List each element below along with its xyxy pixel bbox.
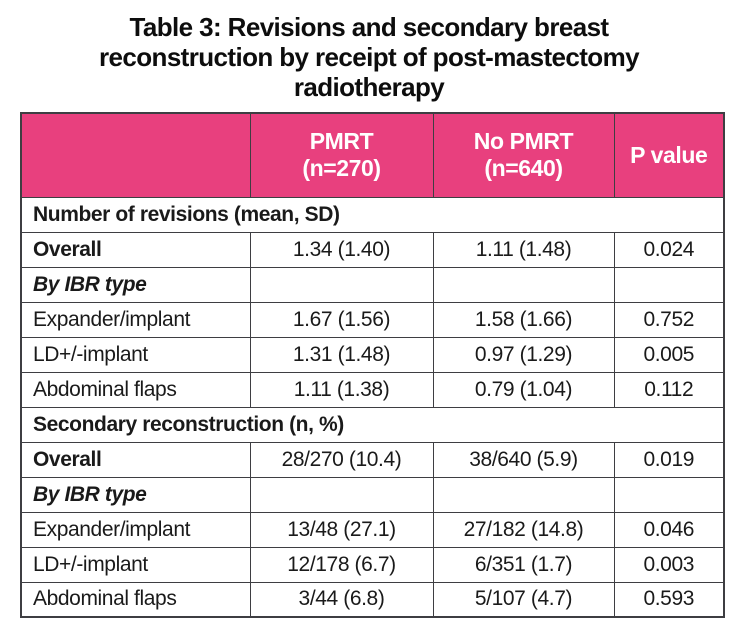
pmrt-header-line: PMRT [309,128,374,155]
p-value-cell: 0.003 [613,546,725,583]
p-value-cell [613,266,725,303]
section-row-revisions: Number of revisions (mean, SD) [20,196,725,233]
table-row: By IBR type [20,476,725,513]
no-pmrt-cell: 27/182 (14.8) [432,511,615,548]
no-pmrt-cell [432,476,615,513]
no-pmrt-cell: 0.79 (1.04) [432,371,615,408]
no-pmrt-cell: 0.97 (1.29) [432,336,615,373]
table-row: By IBR type [20,266,725,303]
pmrt-cell: 1.31 (1.48) [249,336,434,373]
row-label-cell: Expander/implant [20,511,251,548]
no-pmrt-cell: 1.11 (1.48) [432,231,615,268]
table-row: LD+/-implant 1.31 (1.48) 0.97 (1.29) 0.0… [20,336,725,373]
row-label-cell: Abdominal flaps [20,581,251,618]
revisions-table: PMRT (n=270) No PMRT (n=640) P value Num… [20,112,725,618]
p-value-cell: 0.752 [613,301,725,338]
row-label-cell: Abdominal flaps [20,371,251,408]
no-pmrt-column-header: No PMRT (n=640) [432,112,615,198]
pmrt-cell [249,266,434,303]
row-label-cell: By IBR type [20,476,251,513]
p-value-cell: 0.112 [613,371,725,408]
pmrt-cell: 1.67 (1.56) [249,301,434,338]
no-pmrt-cell: 5/107 (4.7) [432,581,615,618]
table-title: Table 3: Revisions and secondary breast … [0,12,738,102]
section-row-secondary-reconstruction: Secondary reconstruction (n, %) [20,406,725,443]
title-line: radiotherapy [293,72,445,102]
p-value-cell: 0.024 [613,231,725,268]
no-pmrt-header-line: (n=640) [484,155,563,182]
row-label-cell: LD+/-implant [20,336,251,373]
table-row: Expander/implant 1.67 (1.56) 1.58 (1.66)… [20,301,725,338]
p-value-cell [613,476,725,513]
title-line: Table 3: Revisions and secondary breast [129,12,610,42]
section-label: Number of revisions (mean, SD) [20,196,725,233]
pmrt-cell: 13/48 (27.1) [249,511,434,548]
header-row: PMRT (n=270) No PMRT (n=640) P value [20,112,725,198]
pmrt-header-line: (n=270) [302,155,381,182]
table-row: Abdominal flaps 1.11 (1.38) 0.79 (1.04) … [20,371,725,408]
no-pmrt-cell: 6/351 (1.7) [432,546,615,583]
pmrt-cell: 28/270 (10.4) [249,441,434,478]
table-row: Overall 28/270 (10.4) 38/640 (5.9) 0.019 [20,441,725,478]
table-row: LD+/-implant 12/178 (6.7) 6/351 (1.7) 0.… [20,546,725,583]
row-label-cell: LD+/-implant [20,546,251,583]
table-row: Expander/implant 13/48 (27.1) 27/182 (14… [20,511,725,548]
p-value-cell: 0.019 [613,441,725,478]
section-label: Secondary reconstruction (n, %) [20,406,725,443]
no-pmrt-cell: 38/640 (5.9) [432,441,615,478]
no-pmrt-header-line: No PMRT [473,128,574,155]
no-pmrt-cell: 1.58 (1.66) [432,301,615,338]
p-value-column-header: P value [613,112,725,198]
empty-header-cell [20,112,251,198]
pmrt-cell: 1.34 (1.40) [249,231,434,268]
title-line: reconstruction by receipt of post-mastec… [99,42,640,72]
no-pmrt-cell [432,266,615,303]
p-value-cell: 0.593 [613,581,725,618]
row-label-cell: Expander/implant [20,301,251,338]
pmrt-cell: 12/178 (6.7) [249,546,434,583]
pmrt-cell: 1.11 (1.38) [249,371,434,408]
table-row: Abdominal flaps 3/44 (6.8) 5/107 (4.7) 0… [20,581,725,618]
row-label-cell: Overall [20,441,251,478]
p-value-cell: 0.005 [613,336,725,373]
pmrt-cell: 3/44 (6.8) [249,581,434,618]
table-row: Overall 1.34 (1.40) 1.11 (1.48) 0.024 [20,231,725,268]
p-value-cell: 0.046 [613,511,725,548]
pmrt-column-header: PMRT (n=270) [249,112,434,198]
pmrt-cell [249,476,434,513]
row-label-cell: By IBR type [20,266,251,303]
row-label-cell: Overall [20,231,251,268]
